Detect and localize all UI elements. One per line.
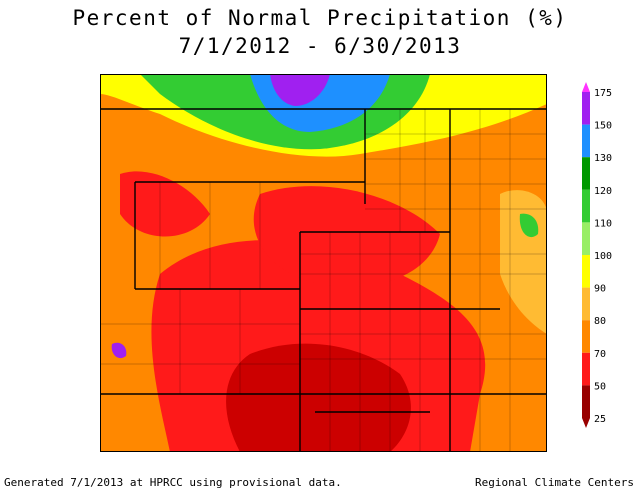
generated-note: Generated 7/1/2013 at HPRCC using provis… (4, 476, 342, 489)
legend-swatch (582, 320, 590, 353)
legend-swatch (582, 255, 590, 288)
extreme-dry-region (226, 343, 411, 452)
legend-label: 120 (594, 186, 612, 197)
legend-swatch (582, 287, 590, 321)
color-legend: 175 150 130 120 110 100 90 80 70 50 25 (582, 82, 612, 428)
legend-label: 150 (594, 121, 612, 132)
precipitation-map (100, 74, 547, 452)
legend-swatch (582, 385, 590, 418)
legend-swatch (582, 189, 590, 223)
county-borders (100, 109, 547, 452)
legend-label: 110 (594, 218, 612, 229)
dry-region-west (120, 171, 210, 237)
legend-arrow-bottom (582, 418, 590, 428)
wet-spot-west (111, 342, 127, 359)
legend-swatch (582, 222, 590, 255)
legend-label: 90 (594, 284, 606, 295)
map-title: Percent of Normal Precipitation (%) (72, 6, 568, 30)
legend-label: 175 (594, 88, 612, 99)
legend-label: 100 (594, 251, 612, 262)
map-frame (100, 74, 547, 452)
legend-label: 25 (594, 414, 606, 425)
legend-label: 70 (594, 349, 606, 360)
credit-note: Regional Climate Centers (475, 476, 634, 489)
legend-swatch (582, 157, 590, 190)
legend-swatch (582, 352, 590, 386)
legend-swatch (582, 124, 590, 158)
legend-swatch (582, 92, 590, 125)
legend-arrow-top (582, 82, 590, 92)
legend-label: 130 (594, 153, 612, 164)
wet-spot-east (519, 213, 539, 238)
map-date-range: 7/1/2012 - 6/30/2013 (178, 34, 462, 58)
wet-region-purple (270, 74, 330, 106)
legend-label: 80 (594, 316, 606, 327)
legend-label: 50 (594, 381, 606, 392)
